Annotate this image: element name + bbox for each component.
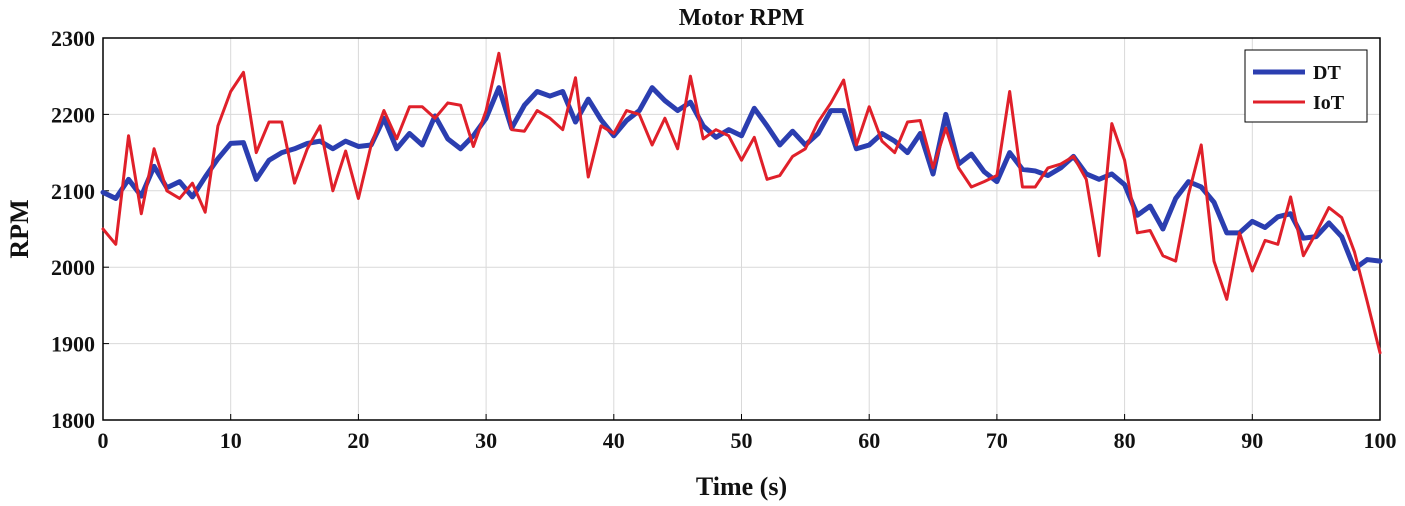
x-tick-label: 70	[986, 428, 1008, 453]
x-tick-label: 0	[98, 428, 109, 453]
x-tick-label: 50	[731, 428, 753, 453]
y-axis-title: RPM	[5, 199, 34, 258]
y-tick-label: 2100	[51, 179, 95, 204]
y-tick-label: 1800	[51, 408, 95, 433]
x-tick-label: 60	[858, 428, 880, 453]
x-axis-title: Time (s)	[696, 472, 787, 501]
x-tick-label: 100	[1364, 428, 1397, 453]
y-tick-label: 2300	[51, 26, 95, 51]
series-lines	[100, 51, 1383, 355]
legend-label-iot: IoT	[1313, 92, 1345, 114]
y-tick-label: 2000	[51, 255, 95, 280]
chart-title: Motor RPM	[679, 5, 805, 31]
series-line-iot	[101, 51, 1382, 355]
x-axis-ticks: 0 10 20 30 40 50 60 70 80 90 100	[98, 414, 1397, 453]
x-tick-label: 90	[1241, 428, 1263, 453]
y-tick-label: 1900	[51, 332, 95, 357]
grid-lines	[102, 37, 1381, 421]
y-axis-ticks: 1800 1900 2000 2100 2200 2300	[51, 26, 109, 433]
legend-box	[1244, 49, 1368, 123]
x-tick-label: 40	[603, 428, 625, 453]
series-line-dt	[100, 85, 1383, 272]
legend: DT IoT	[1244, 49, 1368, 123]
x-tick-label: 30	[475, 428, 497, 453]
x-tick-label: 80	[1114, 428, 1136, 453]
legend-label-dt: DT	[1313, 62, 1341, 84]
x-tick-label: 20	[347, 428, 369, 453]
x-tick-label: 10	[220, 428, 242, 453]
y-tick-label: 2200	[51, 102, 95, 127]
